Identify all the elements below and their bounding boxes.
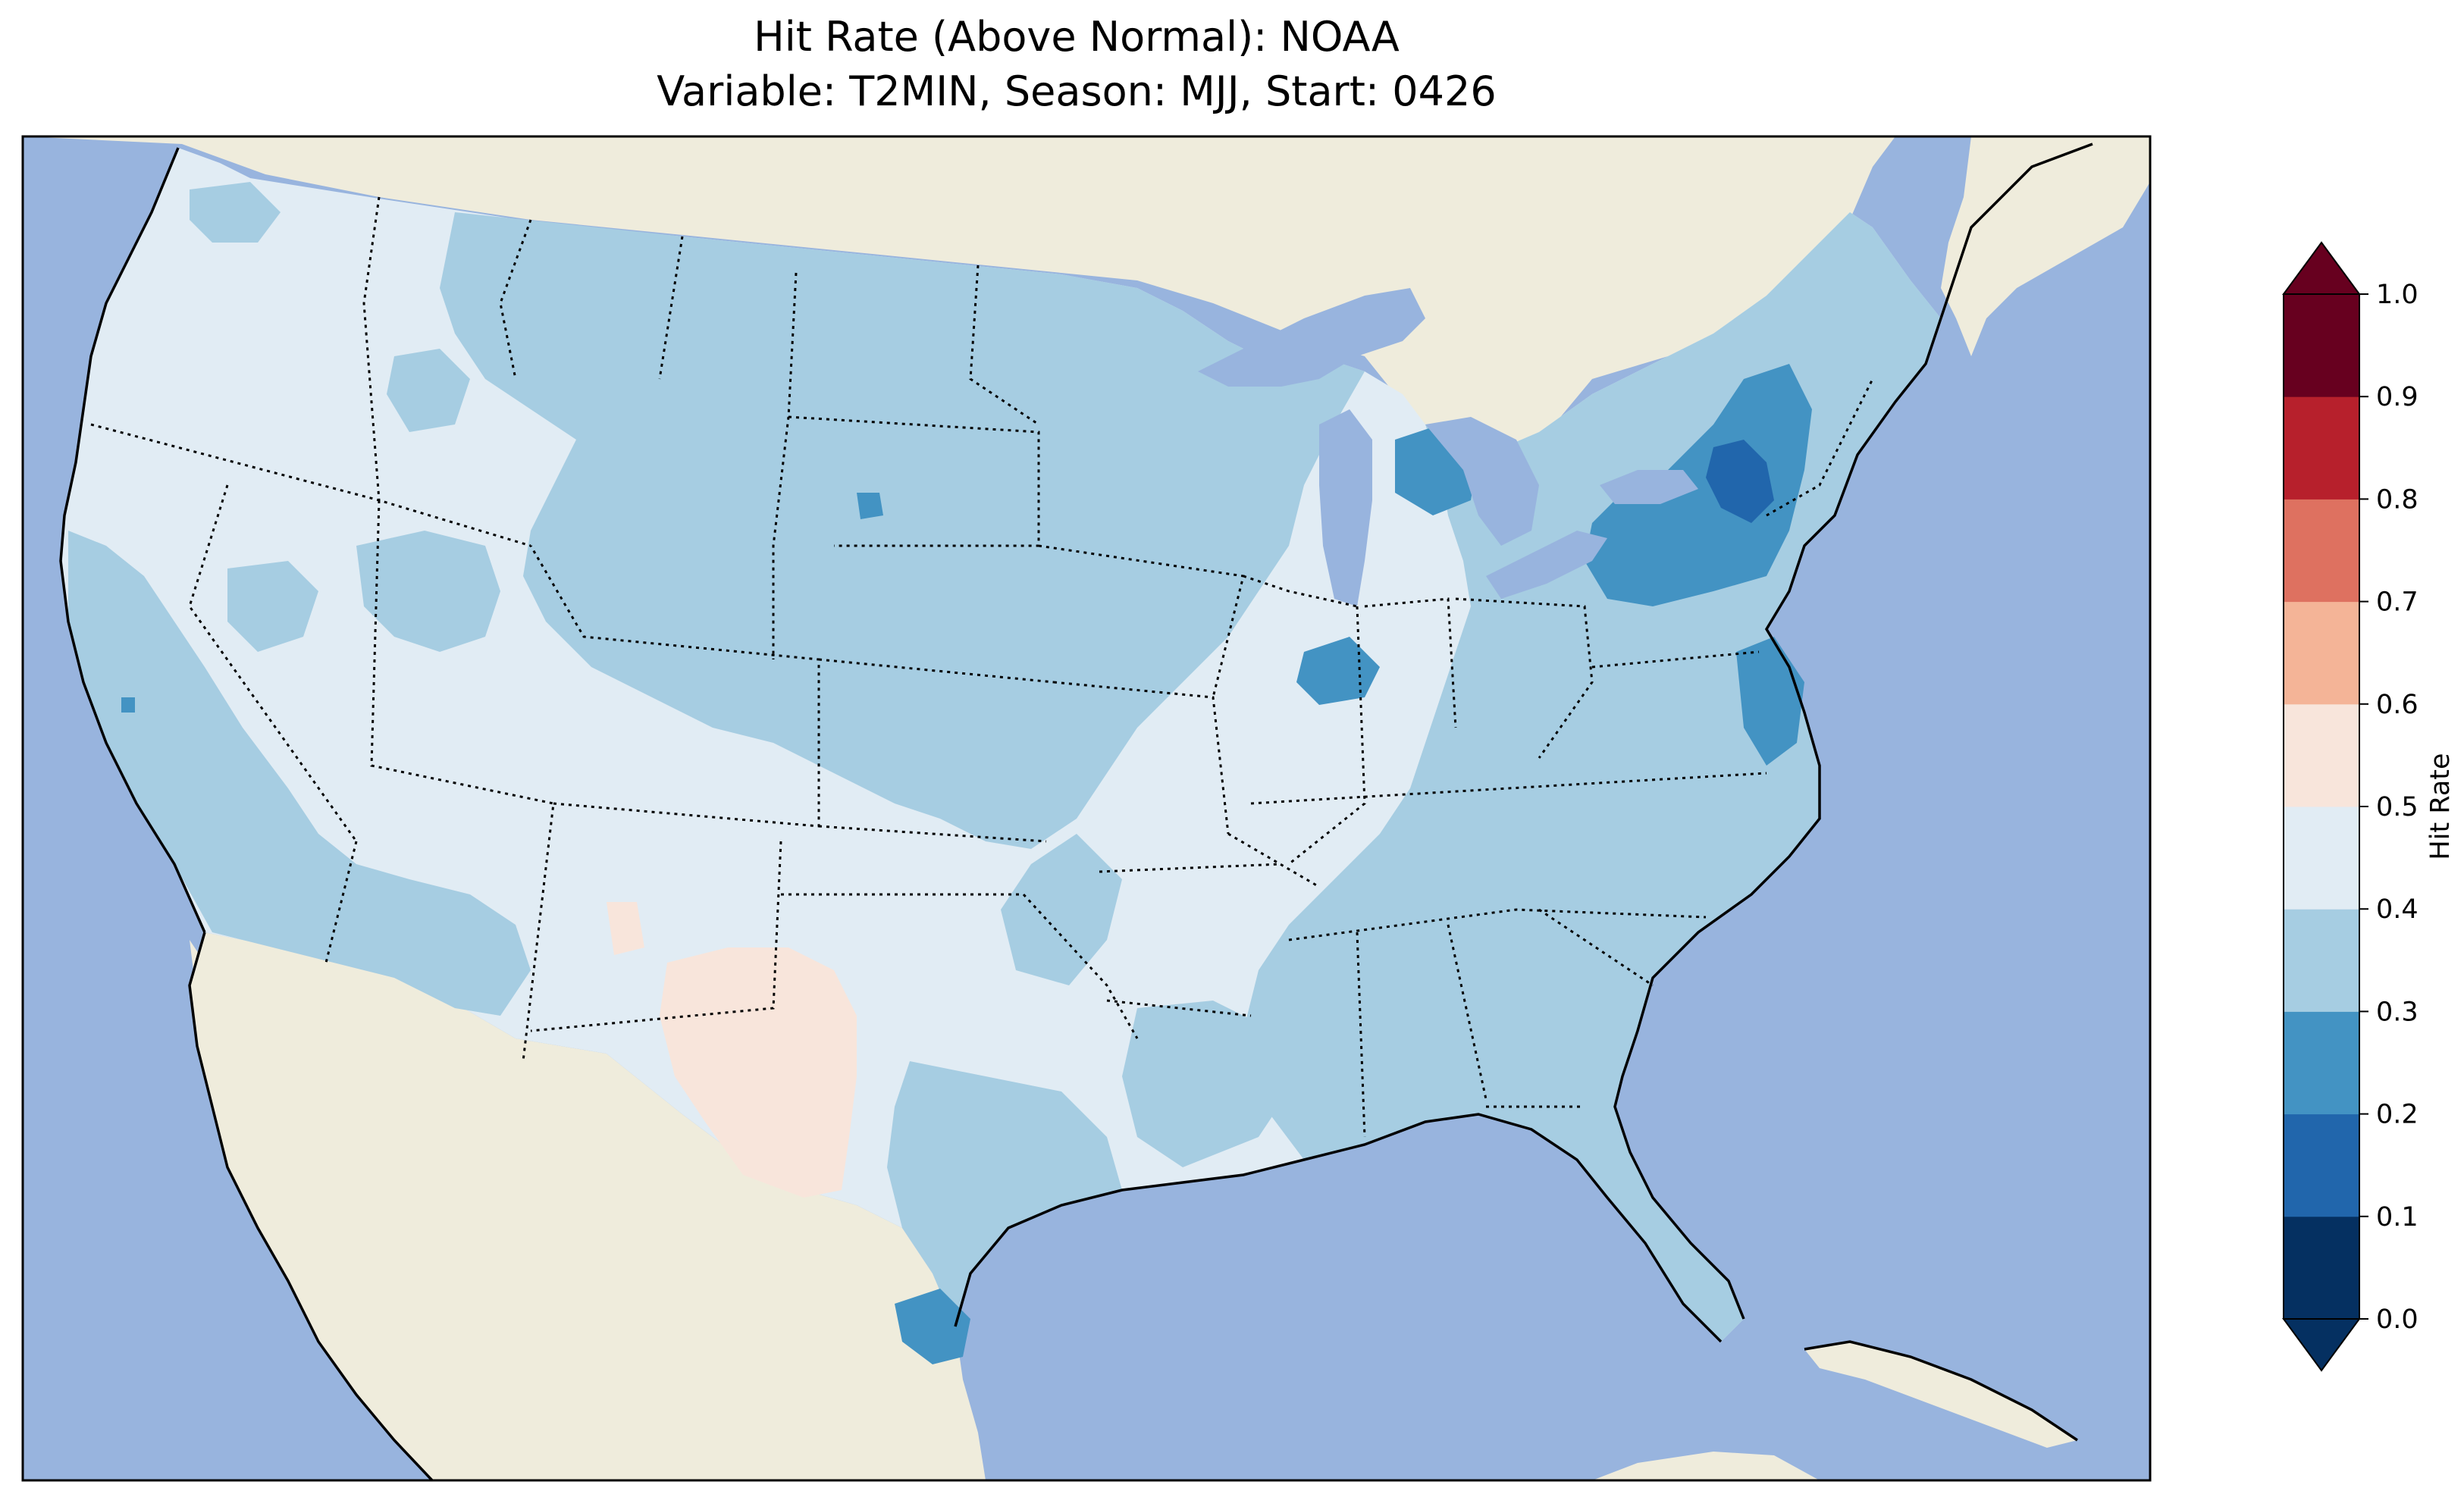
colorbar-tick-label: 0.4 xyxy=(2376,894,2419,925)
chart-subtitle: Variable: T2MIN, Season: MJJ, Start: 042… xyxy=(657,67,1497,115)
colorbar-tick-label: 0.9 xyxy=(2376,382,2419,412)
colorbar: 0.0 0.1 0.2 0.3 0.4 0.5 0.6 0.7 0.8 0.9 1.0 Hit Ra… xyxy=(2282,241,2456,1372)
map-area xyxy=(23,136,2150,1480)
colorbar-extend-min xyxy=(2282,1318,2361,1372)
colorbar-tick-label: 1.0 xyxy=(2376,280,2419,310)
bin-0.5-0.6-regions xyxy=(607,902,857,1198)
colorbar-bin xyxy=(2284,703,2359,807)
great-lakes xyxy=(1198,288,1698,606)
colorbar-bin xyxy=(2284,1216,2359,1320)
cuba-land xyxy=(1804,1342,2077,1448)
colorbar-ticks: 0.0 0.1 0.2 0.3 0.4 0.5 0.6 0.7 0.8 0.9 1.0 xyxy=(2359,280,2419,1335)
colorbar-tick-label: 0.3 xyxy=(2376,997,2419,1027)
maritimes-land xyxy=(1941,136,2150,356)
coastlines xyxy=(59,143,2093,1480)
colorbar-tick-label: 0.7 xyxy=(2376,587,2419,618)
map-frame xyxy=(21,135,2152,1482)
colorbar-bins xyxy=(2284,294,2359,1320)
colorbar-bin xyxy=(2284,499,2359,603)
lake-superior xyxy=(1198,288,1425,387)
colorbar-tick-label: 0.8 xyxy=(2376,484,2419,515)
bin-0.1-0.2-region xyxy=(1706,440,1774,523)
lake-michigan xyxy=(1319,409,1372,606)
state-borders xyxy=(90,196,1874,1138)
baja-land xyxy=(190,940,425,1417)
bin-0.3-0.4-regions xyxy=(68,182,1941,1342)
colorbar-extend-max xyxy=(2282,241,2361,295)
colorbar-bin xyxy=(2284,1113,2359,1217)
colorbar-tick-label: 0.1 xyxy=(2376,1202,2419,1232)
colorbar-bin xyxy=(2284,294,2359,397)
bin-0.2-0.3-regions xyxy=(121,364,1812,1364)
colorbar-bin xyxy=(2284,601,2359,705)
colorbar-bin xyxy=(2284,1011,2359,1115)
colorbar-tick-label: 0.5 xyxy=(2376,792,2419,822)
colorbar-label: Hit Rate xyxy=(2425,753,2456,860)
lake-erie xyxy=(1486,531,1607,599)
colorbar-tick-label: 0.0 xyxy=(2376,1305,2419,1335)
colorbar-tick-label: 0.2 xyxy=(2376,1100,2419,1130)
colorbar-bin xyxy=(2284,396,2359,500)
lake-ontario xyxy=(1600,470,1698,504)
yucatan-land xyxy=(1592,1452,1820,1480)
lake-huron xyxy=(1425,417,1539,546)
canada-land xyxy=(23,136,1895,576)
colorbar-bin xyxy=(2284,909,2359,1012)
colorbar-bin xyxy=(2284,807,2359,910)
colorbar-tick-label: 0.6 xyxy=(2376,690,2419,720)
chart-title: Hit Rate (Above Normal): NOAA xyxy=(754,13,1400,61)
